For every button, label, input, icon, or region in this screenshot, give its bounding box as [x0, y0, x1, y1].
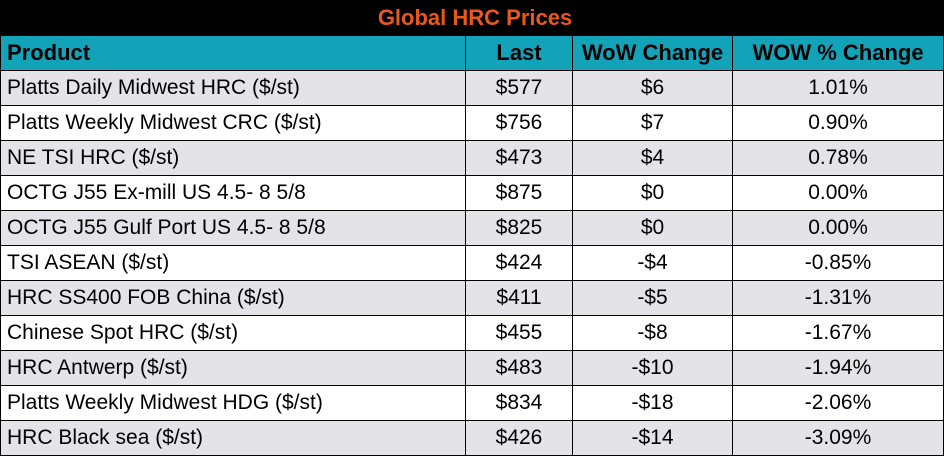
table-title: Global HRC Prices [0, 0, 944, 36]
cell-wow-percent: 1.01% [731, 70, 944, 106]
cell-wow-percent: -1.67% [731, 315, 944, 351]
cell-wow-change: $6 [572, 70, 733, 106]
cell-product: Platts Weekly Midwest CRC ($/st) [0, 105, 466, 141]
header-wow-percent-change: WOW % Change [731, 35, 944, 71]
cell-wow-change: $0 [572, 210, 733, 246]
cell-last: $455 [465, 315, 573, 351]
cell-wow-percent: -1.31% [731, 280, 944, 316]
table-row: Chinese Spot HRC ($/st) $455 -$8 -1.67% [0, 315, 944, 351]
cell-product: HRC Antwerp ($/st) [0, 350, 466, 386]
table-title-row: Global HRC Prices [0, 0, 944, 36]
cell-wow-change: -$5 [572, 280, 733, 316]
cell-wow-change: $7 [572, 105, 733, 141]
header-last: Last [465, 35, 573, 71]
cell-product: OCTG J55 Ex-mill US 4.5- 8 5/8 [0, 175, 466, 211]
cell-last: $483 [465, 350, 573, 386]
cell-last: $577 [465, 70, 573, 106]
cell-product: HRC SS400 FOB China ($/st) [0, 280, 466, 316]
cell-product: Platts Weekly Midwest HDG ($/st) [0, 385, 466, 421]
cell-product: Platts Daily Midwest HRC ($/st) [0, 70, 466, 106]
cell-last: $825 [465, 210, 573, 246]
table-body: Platts Daily Midwest HRC ($/st) $577 $6 … [0, 70, 944, 456]
cell-wow-change: -$8 [572, 315, 733, 351]
cell-wow-change: -$14 [572, 420, 733, 456]
table-row: TSI ASEAN ($/st) $424 -$4 -0.85% [0, 245, 944, 281]
cell-wow-change: -$18 [572, 385, 733, 421]
cell-last: $426 [465, 420, 573, 456]
cell-wow-percent: 0.78% [731, 140, 944, 176]
cell-product: Chinese Spot HRC ($/st) [0, 315, 466, 351]
cell-wow-percent: -2.06% [731, 385, 944, 421]
table-row: Platts Daily Midwest HRC ($/st) $577 $6 … [0, 70, 944, 106]
cell-product: OCTG J55 Gulf Port US 4.5- 8 5/8 [0, 210, 466, 246]
table-row: HRC Black sea ($/st) $426 -$14 -3.09% [0, 420, 944, 456]
cell-product: HRC Black sea ($/st) [0, 420, 466, 456]
header-product: Product [0, 35, 466, 71]
table-row: Platts Weekly Midwest CRC ($/st) $756 $7… [0, 105, 944, 141]
cell-last: $834 [465, 385, 573, 421]
cell-last: $473 [465, 140, 573, 176]
cell-last: $424 [465, 245, 573, 281]
cell-wow-change: -$10 [572, 350, 733, 386]
table-row: OCTG J55 Ex-mill US 4.5- 8 5/8 $875 $0 0… [0, 175, 944, 211]
cell-wow-change: $0 [572, 175, 733, 211]
cell-wow-percent: -1.94% [731, 350, 944, 386]
cell-last: $411 [465, 280, 573, 316]
cell-last: $875 [465, 175, 573, 211]
cell-wow-change: $4 [572, 140, 733, 176]
table-row: OCTG J55 Gulf Port US 4.5- 8 5/8 $825 $0… [0, 210, 944, 246]
table-row: NE TSI HRC ($/st) $473 $4 0.78% [0, 140, 944, 176]
cell-wow-change: -$4 [572, 245, 733, 281]
cell-product: NE TSI HRC ($/st) [0, 140, 466, 176]
cell-wow-percent: -0.85% [731, 245, 944, 281]
cell-wow-percent: 0.90% [731, 105, 944, 141]
cell-wow-percent: -3.09% [731, 420, 944, 456]
table-header-row: Product Last WoW Change WOW % Change [0, 35, 944, 71]
cell-wow-percent: 0.00% [731, 175, 944, 211]
table-row: HRC Antwerp ($/st) $483 -$10 -1.94% [0, 350, 944, 386]
table-row: Platts Weekly Midwest HDG ($/st) $834 -$… [0, 385, 944, 421]
cell-wow-percent: 0.00% [731, 210, 944, 246]
table-row: HRC SS400 FOB China ($/st) $411 -$5 -1.3… [0, 280, 944, 316]
header-wow-change: WoW Change [572, 35, 733, 71]
cell-product: TSI ASEAN ($/st) [0, 245, 466, 281]
cell-last: $756 [465, 105, 573, 141]
